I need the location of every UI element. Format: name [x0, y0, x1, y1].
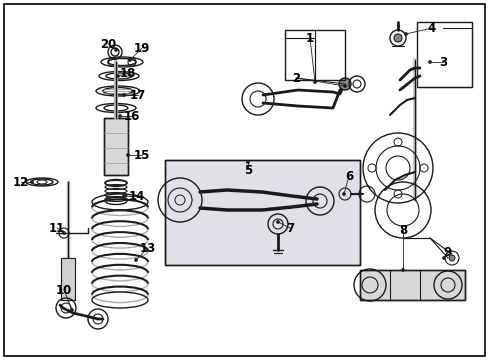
Text: 3: 3 — [438, 55, 446, 68]
Text: 6: 6 — [344, 170, 352, 183]
Circle shape — [342, 193, 345, 195]
Circle shape — [122, 194, 125, 198]
Text: 9: 9 — [443, 246, 451, 258]
Text: 16: 16 — [123, 109, 140, 122]
Text: 15: 15 — [134, 149, 150, 162]
Circle shape — [404, 32, 407, 36]
Circle shape — [116, 75, 119, 77]
Text: 1: 1 — [305, 32, 313, 45]
Text: 11: 11 — [49, 221, 65, 234]
Circle shape — [128, 59, 131, 62]
Bar — [104, 118, 128, 175]
Bar — [359, 270, 464, 300]
Bar — [285, 30, 345, 80]
Circle shape — [30, 180, 34, 184]
Text: 10: 10 — [56, 284, 72, 297]
Text: 14: 14 — [128, 189, 145, 202]
Text: 2: 2 — [291, 72, 300, 85]
Circle shape — [338, 78, 350, 90]
Circle shape — [448, 255, 454, 261]
Text: 19: 19 — [134, 41, 150, 54]
Circle shape — [401, 269, 404, 271]
Text: 13: 13 — [140, 242, 156, 255]
Bar — [164, 160, 359, 265]
Circle shape — [134, 258, 137, 261]
Circle shape — [427, 60, 430, 63]
Text: 5: 5 — [244, 163, 252, 176]
Text: 18: 18 — [120, 67, 136, 80]
Text: 8: 8 — [398, 224, 407, 237]
Bar — [104, 118, 128, 175]
Bar — [164, 160, 359, 265]
Bar — [416, 22, 471, 87]
Text: 7: 7 — [285, 221, 293, 234]
Text: 4: 4 — [427, 22, 435, 35]
Circle shape — [70, 309, 73, 311]
Circle shape — [276, 220, 279, 224]
Circle shape — [343, 85, 346, 87]
Circle shape — [62, 231, 65, 234]
Circle shape — [114, 49, 117, 51]
Circle shape — [126, 153, 129, 157]
Text: 20: 20 — [100, 37, 116, 50]
Circle shape — [393, 34, 401, 42]
Bar — [61, 258, 75, 300]
Circle shape — [313, 81, 316, 84]
Bar — [61, 258, 75, 300]
Circle shape — [122, 94, 125, 96]
Bar — [359, 270, 464, 300]
Circle shape — [246, 161, 249, 163]
Text: 17: 17 — [130, 89, 146, 102]
Circle shape — [442, 256, 445, 260]
Text: 12: 12 — [13, 176, 29, 189]
Circle shape — [118, 114, 121, 117]
